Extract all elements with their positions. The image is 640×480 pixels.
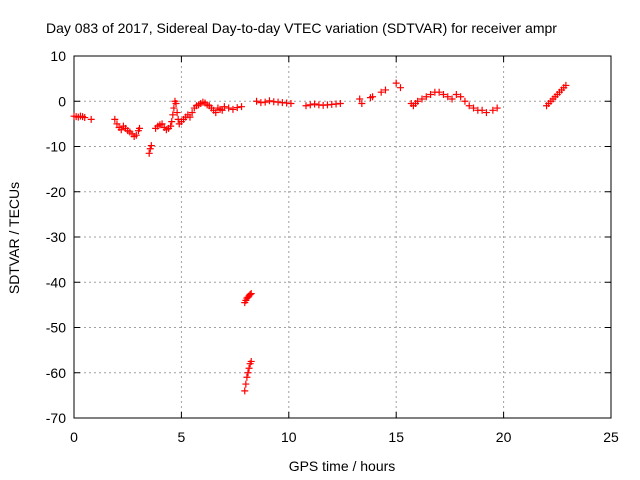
data-point: [253, 97, 261, 105]
x-tick-label-2: 10: [281, 429, 297, 445]
data-point: [369, 93, 377, 101]
data-point: [562, 81, 570, 89]
data-point: [478, 106, 486, 114]
x-tick-label-5: 25: [603, 429, 619, 445]
data-point: [439, 90, 447, 98]
data-point: [336, 100, 344, 108]
y-tick-label-0: -70: [46, 410, 66, 426]
data-point: [218, 106, 226, 114]
data-point: [452, 90, 460, 98]
data-point: [444, 93, 452, 101]
data-point: [302, 102, 310, 110]
data-point: [356, 95, 364, 103]
data-point: [173, 109, 181, 117]
data-point: [242, 380, 250, 388]
data-point: [457, 93, 465, 101]
data-point: [377, 88, 385, 96]
y-tick-label-3: -40: [46, 274, 66, 290]
data-point: [306, 101, 314, 109]
data-point: [111, 115, 119, 123]
y-tick-label-8: 10: [50, 48, 66, 64]
data-point: [247, 357, 255, 365]
data-point: [229, 105, 237, 113]
x-tick-label-1: 5: [178, 429, 186, 445]
data-point: [81, 114, 89, 122]
data-point: [238, 103, 246, 111]
x-tick-label-4: 20: [496, 429, 512, 445]
data-point: [87, 115, 95, 123]
x-tick-label-0: 0: [70, 429, 78, 445]
y-tick-label-4: -30: [46, 229, 66, 245]
data-point: [245, 364, 253, 372]
data-point: [168, 118, 176, 126]
data-point: [241, 387, 249, 395]
data-point: [188, 109, 196, 117]
data-point: [170, 104, 178, 112]
data-point: [392, 79, 400, 87]
data-point: [470, 104, 478, 112]
data-point: [136, 124, 144, 132]
chart-title: Day 083 of 2017, Sidereal Day-to-day VTE…: [46, 20, 557, 36]
data-point: [414, 97, 422, 105]
data-point: [422, 93, 430, 101]
data-point: [169, 111, 177, 119]
y-tick-label-5: -20: [46, 184, 66, 200]
data-point: [358, 100, 366, 108]
data-point: [167, 122, 175, 130]
data-point: [247, 290, 255, 298]
data-point: [493, 104, 501, 112]
x-axis-label: GPS time / hours: [289, 458, 396, 474]
data-point: [158, 120, 166, 128]
data-point: [244, 369, 252, 377]
data-point: [381, 86, 389, 94]
data-point: [287, 100, 295, 108]
data-point: [418, 95, 426, 103]
data-point: [186, 113, 194, 121]
data-point: [246, 290, 254, 298]
y-tick-label-6: -10: [46, 139, 66, 155]
data-points: [70, 79, 570, 395]
data-point: [482, 109, 490, 117]
data-point: [147, 142, 155, 150]
data-point: [465, 102, 473, 110]
data-point: [132, 131, 140, 139]
data-point: [396, 84, 404, 92]
data-point: [172, 100, 180, 108]
x-tick-label-3: 15: [388, 429, 404, 445]
data-point: [212, 109, 220, 117]
y-tick-label-2: -50: [46, 320, 66, 336]
axis-ticks: 0 5 10 15 20 25 -70 -60 -50 -40 -30 -20 -10 0 10: [46, 48, 619, 445]
data-point: [146, 145, 154, 153]
data-point: [117, 126, 125, 134]
data-point: [225, 104, 233, 112]
data-point: [145, 149, 153, 157]
data-point: [243, 373, 251, 381]
data-point: [261, 98, 269, 106]
data-point: [233, 104, 241, 112]
data-point: [448, 95, 456, 103]
data-point: [113, 120, 121, 128]
data-point: [311, 100, 319, 108]
data-point: [489, 106, 497, 114]
data-point: [435, 88, 443, 96]
data-point: [220, 103, 228, 111]
grid: [74, 56, 611, 418]
data-point: [265, 97, 273, 105]
y-tick-label-1: -60: [46, 365, 66, 381]
y-tick-label-7: 0: [58, 93, 66, 109]
y-axis-label: SDTVAR / TECUs: [6, 182, 22, 294]
data-point: [427, 90, 435, 98]
data-point: [461, 97, 469, 105]
